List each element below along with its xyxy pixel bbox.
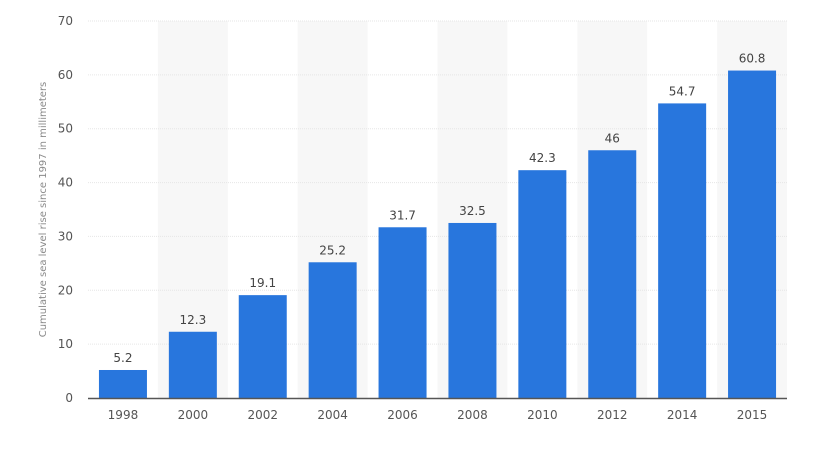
bar-2008 [448,222,497,398]
x-tick-label: 2004 [317,408,348,422]
y-axis-title: Cumulative sea level rise since 1997 in … [38,82,49,338]
x-tick-label: 2015 [737,408,768,422]
x-tick-label: 1998 [108,408,139,422]
bar-2002 [238,295,287,398]
bar-value-label: 42.3 [529,151,556,165]
y-tick-label: 30 [58,229,73,243]
bar-value-label: 54.7 [669,84,696,98]
x-tick-label: 2008 [457,408,488,422]
bar-2000 [168,331,217,398]
x-tick-label: 2010 [527,408,558,422]
x-tick-label: 2000 [178,408,209,422]
bar-2004 [308,262,357,398]
y-tick-label: 50 [58,122,73,136]
x-tick-label: 2006 [387,408,418,422]
bar-2015 [728,70,777,398]
bar-2012 [588,150,637,398]
bar-value-label: 46 [605,131,620,145]
y-tick-label: 0 [65,391,73,405]
bar-2014 [658,103,707,398]
y-axis-ticks: 0 10 20 30 40 50 60 70 [58,14,73,405]
y-tick-label: 70 [58,14,73,28]
bar-value-label: 5.2 [113,351,132,365]
bar-value-labels: 5.2 12.3 19.1 25.2 31.7 32.5 42.3 46 54.7 60.8 [113,52,765,365]
y-tick-label: 40 [58,176,73,190]
x-tick-label: 2012 [597,408,628,422]
bar-value-label: 25.2 [319,243,346,257]
bar-2010 [518,170,567,398]
y-tick-label: 60 [58,68,73,82]
bar-value-label: 32.5 [459,204,486,218]
x-tick-label: 2014 [667,408,698,422]
y-tick-label: 20 [58,283,73,297]
y-tick-label: 10 [58,337,73,351]
bar-value-label: 31.7 [389,208,416,222]
bar-value-label: 12.3 [179,313,206,327]
x-tick-label: 2002 [247,408,278,422]
bar-2006 [378,227,427,398]
bar-value-label: 19.1 [249,276,276,290]
bar-value-label: 60.8 [739,52,766,66]
bar-1998 [98,369,147,398]
bars [98,70,777,398]
x-axis-ticks: 1998 2000 2002 2004 2006 2008 2010 2012 2014 2015 [108,408,768,422]
